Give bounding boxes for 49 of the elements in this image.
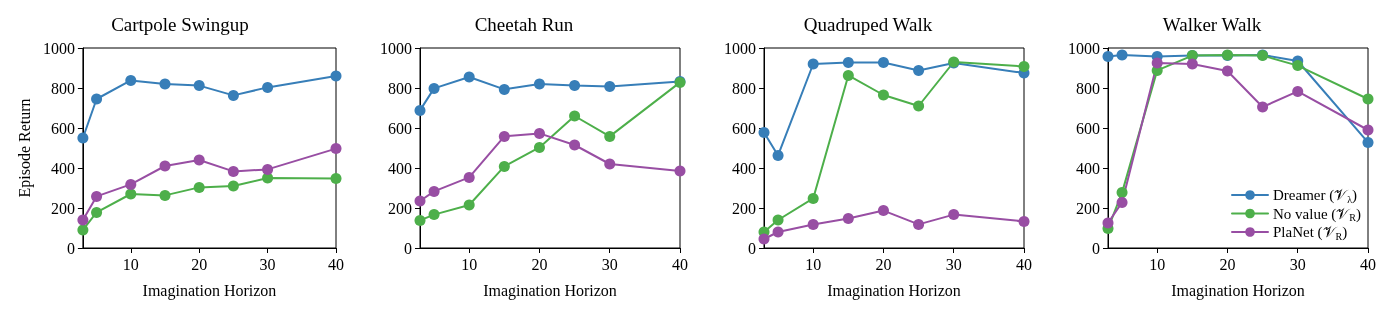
x-tick-label: 30 <box>945 255 962 273</box>
y-tick-label: 800 <box>732 79 756 97</box>
y-tick-label: 400 <box>1076 159 1100 177</box>
y-tick-label: 0 <box>404 239 412 257</box>
chart-title: Quadruped Walk <box>803 14 933 35</box>
x-tick-label: 30 <box>1289 255 1306 273</box>
y-tick-label: 600 <box>1076 119 1100 137</box>
x-tick-label: 20 <box>191 255 208 273</box>
chart-title: Walker Walk <box>1162 14 1262 35</box>
y-tick-label: 800 <box>1076 79 1100 97</box>
x-axis-title: Imagination Horizon <box>827 281 961 300</box>
y-tick-label: 600 <box>50 119 75 137</box>
y-tick-label: 200 <box>732 199 756 217</box>
y-tick-label: 1000 <box>380 39 412 57</box>
y-tick-label: 200 <box>50 199 75 217</box>
y-tick-label: 0 <box>1092 239 1100 257</box>
x-axis-title: Imagination Horizon <box>142 281 277 300</box>
y-tick-label: 400 <box>388 159 412 177</box>
y-tick-label: 400 <box>732 159 756 177</box>
y-tick-label: 0 <box>66 239 75 257</box>
x-tick-label: 30 <box>259 255 276 273</box>
y-axis-title: Episode Return <box>15 98 34 198</box>
y-tick-label: 800 <box>388 79 412 97</box>
x-tick-label: 10 <box>805 255 822 273</box>
y-tick-label: 200 <box>388 199 412 217</box>
x-axis-title: Imagination Horizon <box>1171 281 1305 300</box>
y-tick-label: 600 <box>732 119 756 137</box>
x-tick-label: 20 <box>875 255 892 273</box>
chart-title: Cheetah Run <box>474 14 574 35</box>
x-tick-label: 20 <box>531 255 548 273</box>
x-tick-label: 40 <box>672 255 688 273</box>
y-tick-label: 1000 <box>1068 39 1100 57</box>
x-tick-label: 10 <box>461 255 478 273</box>
x-tick-label: 40 <box>1360 255 1376 273</box>
x-tick-label: 30 <box>601 255 618 273</box>
x-axis-title: Imagination Horizon <box>483 281 617 300</box>
y-tick-label: 600 <box>388 119 412 137</box>
y-tick-label: 1000 <box>724 39 756 57</box>
y-tick-label: 1000 <box>42 39 75 57</box>
y-tick-label: 0 <box>748 239 756 257</box>
x-tick-label: 10 <box>1149 255 1166 273</box>
chart-title: Cartpole Swingup <box>111 14 249 35</box>
y-tick-label: 200 <box>1076 199 1100 217</box>
x-tick-label: 10 <box>122 255 139 273</box>
y-tick-label: 800 <box>50 79 75 97</box>
y-tick-label: 400 <box>50 159 75 177</box>
x-tick-label: 40 <box>1016 255 1032 273</box>
x-tick-label: 40 <box>328 255 344 273</box>
x-tick-label: 20 <box>1219 255 1236 273</box>
